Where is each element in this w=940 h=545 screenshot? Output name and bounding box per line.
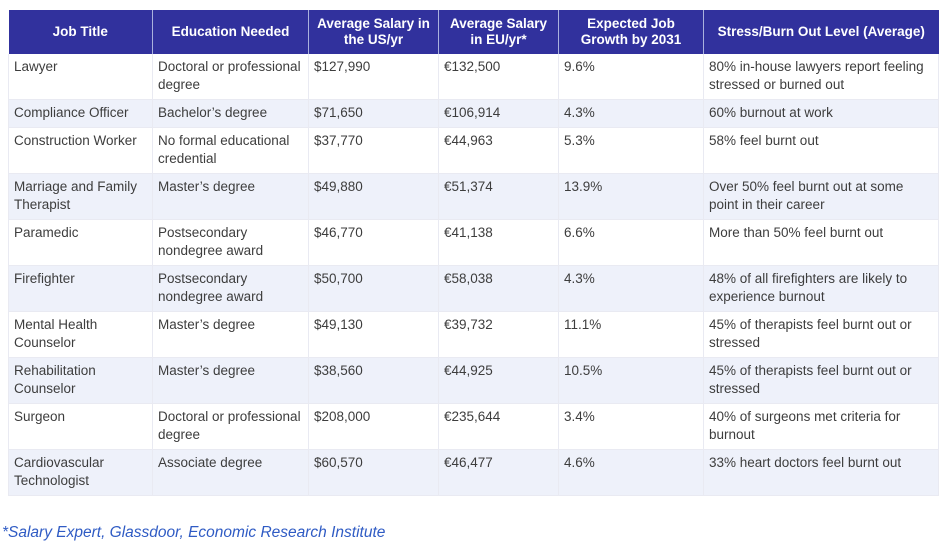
cell-job-growth: 4.6% [558, 449, 704, 496]
cell-salary-us: $127,990 [308, 54, 439, 100]
cell-salary-eu: €51,374 [438, 173, 559, 220]
cell-job-title: Mental Health Counselor [8, 311, 153, 358]
table-row: Mental Health Counselor Master’s degree … [8, 311, 939, 358]
column-header-education: Education Needed [152, 10, 309, 54]
cell-job-title: Surgeon [8, 403, 153, 450]
cell-stress-level: 45% of therapists feel burnt out or stre… [703, 357, 939, 404]
table-row: Surgeon Doctoral or professional degree … [8, 403, 939, 450]
cell-job-growth: 3.4% [558, 403, 704, 450]
cell-salary-eu: €44,963 [438, 127, 559, 174]
cell-stress-level: 40% of surgeons met criteria for burnout [703, 403, 939, 450]
table-row: Paramedic Postsecondary nondegree award … [8, 219, 939, 266]
cell-education: Master’s degree [152, 173, 309, 220]
cell-education: Postsecondary nondegree award [152, 265, 309, 312]
cell-job-title: Construction Worker [8, 127, 153, 174]
table-row: Marriage and Family Therapist Master’s d… [8, 173, 939, 220]
cell-salary-us: $49,130 [308, 311, 439, 358]
cell-education: Master’s degree [152, 357, 309, 404]
cell-salary-eu: €41,138 [438, 219, 559, 266]
cell-stress-level: Over 50% feel burnt out at some point in… [703, 173, 939, 220]
cell-stress-level: 58% feel burnt out [703, 127, 939, 174]
cell-job-title: Firefighter [8, 265, 153, 312]
cell-salary-us: $38,560 [308, 357, 439, 404]
cell-job-title: Cardiovascular Technologist [8, 449, 153, 496]
cell-job-growth: 6.6% [558, 219, 704, 266]
table-row: Rehabilitation Counselor Master’s degree… [8, 357, 939, 404]
cell-salary-us: $60,570 [308, 449, 439, 496]
cell-salary-eu: €44,925 [438, 357, 559, 404]
cell-salary-us: $208,000 [308, 403, 439, 450]
table-head: Job Title Education Needed Average Salary … [8, 10, 939, 54]
cell-job-growth: 4.3% [558, 265, 704, 312]
cell-job-title: Rehabilitation Counselor [8, 357, 153, 404]
column-header-stress: Stress/Burn Out Level (Average) [703, 10, 939, 54]
cell-salary-us: $37,770 [308, 127, 439, 174]
table-body: Lawyer Doctoral or professional degree $… [8, 54, 939, 496]
table-row: Cardiovascular Technologist Associate de… [8, 449, 939, 496]
jobs-burnout-table: Job Title Education Needed Average Salary … [8, 10, 939, 496]
cell-job-title: Lawyer [8, 54, 153, 100]
cell-stress-level: More than 50% feel burnt out [703, 219, 939, 266]
cell-education: Associate degree [152, 449, 309, 496]
cell-education: Master’s degree [152, 311, 309, 358]
cell-education: Postsecondary nondegree award [152, 219, 309, 266]
cell-education: Doctoral or professional degree [152, 403, 309, 450]
cell-job-growth: 11.1% [558, 311, 704, 358]
cell-job-growth: 9.6% [558, 54, 704, 100]
cell-job-growth: 13.9% [558, 173, 704, 220]
cell-job-growth: 5.3% [558, 127, 704, 174]
cell-stress-level: 33% heart doctors feel burnt out [703, 449, 939, 496]
table-row: Compliance Officer Bachelor’s degree $71… [8, 99, 939, 128]
cell-education: Bachelor’s degree [152, 99, 309, 128]
cell-salary-us: $71,650 [308, 99, 439, 128]
cell-job-title: Compliance Officer [8, 99, 153, 128]
cell-job-growth: 4.3% [558, 99, 704, 128]
cell-education: No formal educational credential [152, 127, 309, 174]
table-row: Construction Worker No formal educationa… [8, 127, 939, 174]
cell-stress-level: 48% of all firefighters are likely to ex… [703, 265, 939, 312]
cell-salary-eu: €235,644 [438, 403, 559, 450]
column-header-job-title: Job Title [8, 10, 153, 54]
cell-job-title: Marriage and Family Therapist [8, 173, 153, 220]
cell-stress-level: 60% burnout at work [703, 99, 939, 128]
cell-salary-eu: €106,914 [438, 99, 559, 128]
cell-salary-eu: €39,732 [438, 311, 559, 358]
cell-salary-us: $46,770 [308, 219, 439, 266]
cell-job-growth: 10.5% [558, 357, 704, 404]
source-footnote: *Salary Expert, Glassdoor, Economic Rese… [2, 524, 386, 541]
cell-salary-eu: €132,500 [438, 54, 559, 100]
column-header-salary-eu: Average Salary in EU/yr* [438, 10, 559, 54]
column-header-job-growth: Expected Job Growth by 2031 [558, 10, 704, 54]
cell-job-title: Paramedic [8, 219, 153, 266]
cell-stress-level: 80% in-house lawyers report feeling stre… [703, 54, 939, 100]
cell-salary-us: $50,700 [308, 265, 439, 312]
table-row: Firefighter Postsecondary nondegree awar… [8, 265, 939, 312]
cell-education: Doctoral or professional degree [152, 54, 309, 100]
cell-stress-level: 45% of therapists feel burnt out or stre… [703, 311, 939, 358]
header-row: Job Title Education Needed Average Salary … [8, 10, 939, 54]
column-header-salary-us: Average Salary in the US/yr [308, 10, 439, 54]
table-row: Lawyer Doctoral or professional degree $… [8, 54, 939, 100]
cell-salary-us: $49,880 [308, 173, 439, 220]
cell-salary-eu: €58,038 [438, 265, 559, 312]
cell-salary-eu: €46,477 [438, 449, 559, 496]
